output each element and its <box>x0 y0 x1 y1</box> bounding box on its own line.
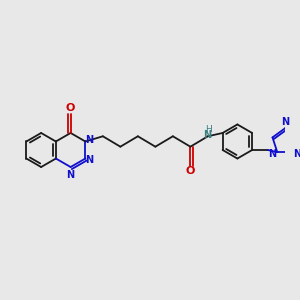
Text: N: N <box>281 117 289 127</box>
Text: N: N <box>85 135 93 145</box>
Text: N: N <box>85 155 93 165</box>
Text: N: N <box>67 169 75 180</box>
Text: O: O <box>186 166 195 176</box>
Text: N: N <box>203 130 211 140</box>
Text: N: N <box>268 149 277 159</box>
Text: O: O <box>66 103 75 113</box>
Text: H: H <box>206 125 212 134</box>
Text: N: N <box>293 149 300 159</box>
